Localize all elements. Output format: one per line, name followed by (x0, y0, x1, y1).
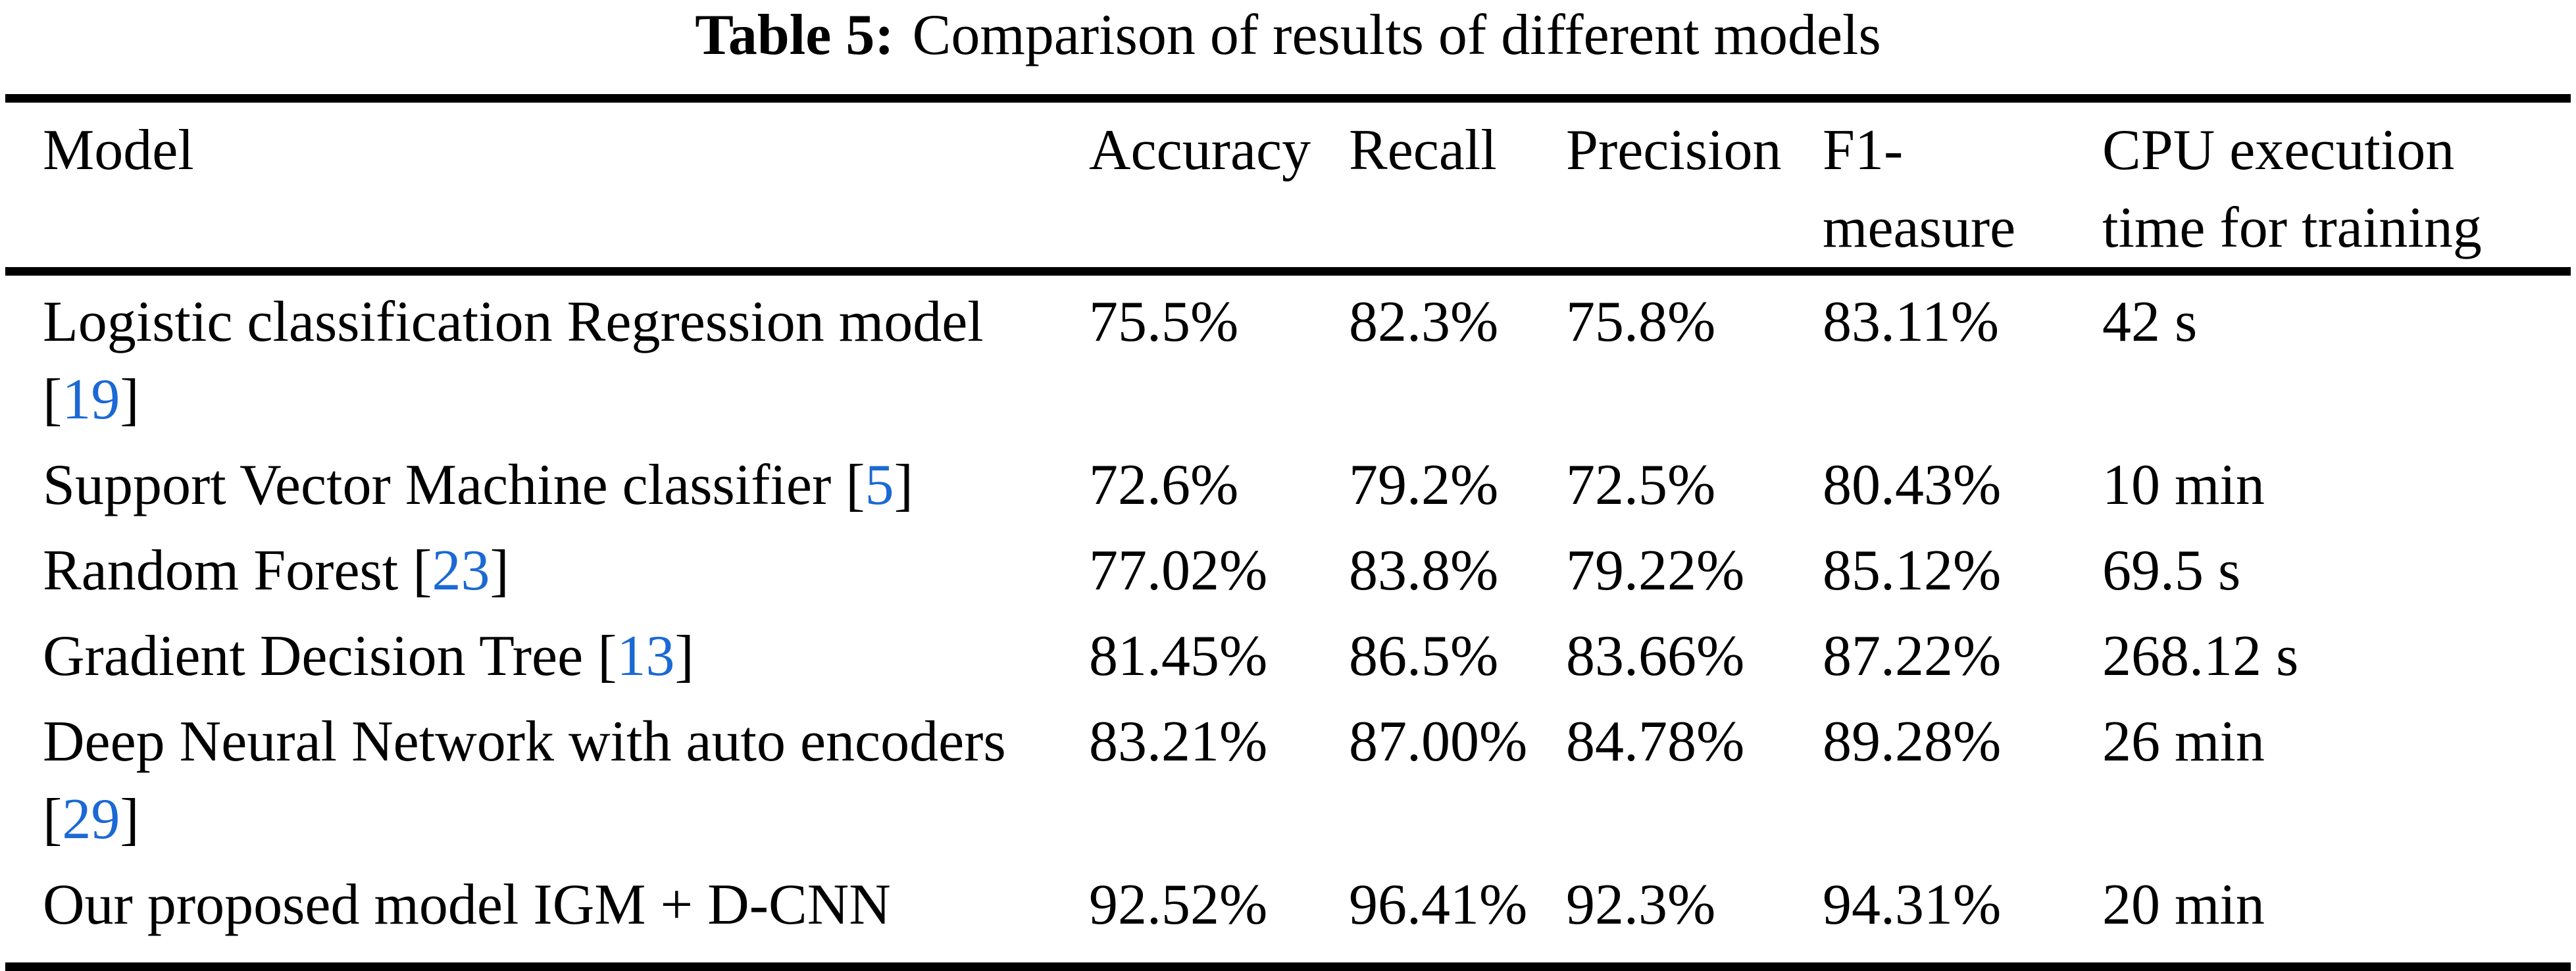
recall-cell: 87.00% (1349, 710, 1528, 774)
table-row: Random Forest [23] 77.02% 83.8% 79.22% 85… (5, 524, 2571, 610)
accuracy-cell: 81.45% (1089, 624, 1268, 688)
table-caption: Table 5: Comparison of results of differe… (0, 1, 2576, 70)
f1-cell: 85.12% (1823, 539, 2002, 603)
column-header-precision: Precision (1566, 98, 1823, 276)
bracket-open: [ (846, 453, 865, 517)
f1-cell: 80.43% (1823, 453, 2002, 517)
table-row: Support Vector Machine classifier [5] 72.… (5, 439, 2571, 524)
bracket-close: ] (120, 787, 139, 851)
accuracy-cell: 77.02% (1089, 539, 1268, 603)
model-name: Our proposed model IGM + D-CNN (43, 873, 891, 937)
citation-link[interactable]: 19 (62, 368, 120, 432)
bracket-close: ] (894, 453, 913, 517)
accuracy-cell: 72.6% (1089, 453, 1239, 517)
model-cell: Our proposed model IGM + D-CNN[] (5, 859, 1089, 967)
model-name: Support Vector Machine classifier (43, 453, 832, 517)
recall-cell: 82.3% (1349, 290, 1499, 354)
model-cell: Support Vector Machine classifier [5] (5, 439, 1089, 524)
precision-cell: 84.78% (1566, 710, 1745, 774)
f1-cell: 87.22% (1823, 624, 2002, 688)
model-name: Random Forest (43, 539, 399, 603)
bracket-close: ] (674, 624, 694, 688)
citation: [23] (413, 539, 509, 603)
bracket-open: [ (43, 787, 63, 851)
table-row: Our proposed model IGM + D-CNN[] 92.52% … (5, 859, 2571, 967)
model-name: Deep Neural Network with auto encoders (43, 710, 1006, 774)
model-name: Logistic classification Regression model (43, 290, 984, 354)
accuracy-cell: 83.21% (1089, 710, 1268, 774)
column-header-recall: Recall (1349, 98, 1566, 276)
citation: [5] (846, 453, 913, 517)
f1-cell: 83.11% (1823, 290, 2000, 354)
table-row: Deep Neural Network with auto encoders [2… (5, 695, 2571, 859)
column-header-f1-measure: F1- measure (1823, 98, 2102, 276)
citation: [13] (597, 624, 694, 688)
precision-cell: 72.5% (1566, 453, 1716, 517)
table-caption-label: Table 5: (695, 3, 894, 67)
citation: [19] (43, 361, 1069, 439)
citation: [29] (43, 781, 1069, 859)
model-cell: Random Forest [23] (5, 524, 1089, 610)
recall-cell: 96.41% (1349, 873, 1528, 937)
citation-link[interactable]: 5 (865, 453, 894, 517)
model-cell: Logistic classification Regression model… (5, 272, 1089, 439)
recall-cell: 86.5% (1349, 624, 1499, 688)
accuracy-cell: 75.5% (1089, 290, 1239, 354)
results-table: Model Accuracy Recall Precision F1- measu… (5, 94, 2571, 971)
precision-cell: 75.8% (1566, 290, 1716, 354)
citation-link[interactable]: 23 (432, 539, 490, 603)
column-header-model: Model (5, 98, 1089, 276)
citation-link[interactable]: 13 (617, 624, 675, 688)
bracket-close: ] (490, 539, 509, 603)
header-row: Model Accuracy Recall Precision F1- measu… (5, 98, 2571, 276)
recall-cell: 83.8% (1349, 539, 1499, 603)
f1-cell: 89.28% (1823, 710, 2002, 774)
precision-cell: 92.3% (1566, 873, 1716, 937)
cpu-time-cell: 268.12 s (2102, 624, 2299, 688)
cpu-time-cell: 20 min (2102, 873, 2265, 937)
cpu-time-cell: 26 min (2102, 710, 2265, 774)
model-cell: Gradient Decision Tree [13] (5, 610, 1089, 695)
column-header-cpu-time: CPU execution time for training (2102, 98, 2571, 276)
cpu-time-cell: 69.5 s (2102, 539, 2241, 603)
bracket-open: [ (413, 539, 432, 603)
recall-cell: 79.2% (1349, 453, 1499, 517)
cpu-time-cell: 42 s (2102, 290, 2198, 354)
precision-cell: 83.66% (1566, 624, 1745, 688)
model-cell: Deep Neural Network with auto encoders [2… (5, 695, 1089, 859)
column-header-accuracy: Accuracy (1089, 98, 1349, 276)
table-row: Gradient Decision Tree [13] 81.45% 86.5% … (5, 610, 2571, 695)
accuracy-cell: 92.52% (1089, 873, 1268, 937)
cpu-time-cell: 10 min (2102, 453, 2265, 517)
bracket-close: ] (120, 368, 139, 432)
citation-link[interactable]: 29 (62, 787, 120, 851)
f1-cell: 94.31% (1823, 873, 2002, 937)
precision-cell: 79.22% (1566, 539, 1745, 603)
model-name: Gradient Decision Tree (43, 624, 584, 688)
bracket-open: [ (43, 368, 63, 432)
table-row: Logistic classification Regression model… (5, 272, 2571, 439)
bracket-open: [ (597, 624, 617, 688)
table-caption-text: Comparison of results of different model… (912, 3, 1881, 67)
